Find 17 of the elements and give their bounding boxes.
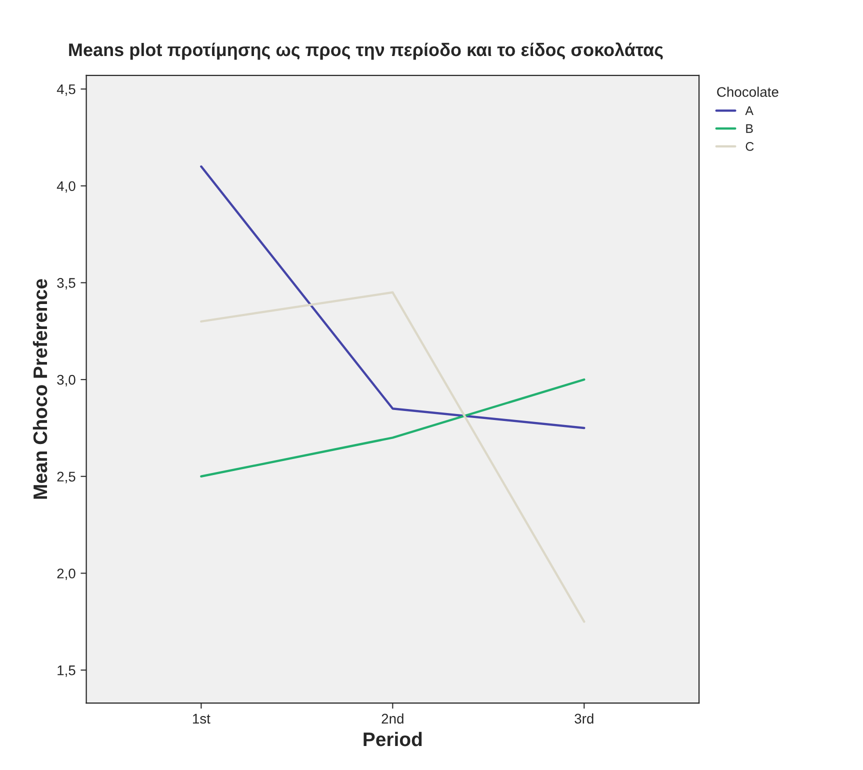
y-tick-label: 4,0: [56, 181, 76, 193]
chart-title: Means plot προτίμησης ως προς την περίοδο και το είδος σοκολάτας: [69, 42, 663, 60]
x-tick-label: 2nd: [382, 713, 404, 724]
y-tick-label: 1,5: [58, 666, 76, 677]
legend-label: C: [746, 142, 754, 151]
y-tick-label: 3,5: [57, 278, 76, 290]
y-tick-label: 4,5: [56, 84, 76, 96]
y-tick-label: 3,0: [57, 374, 76, 386]
y-axis-title: Mean Choco Preference: [32, 279, 48, 499]
legend-title: Chocolate: [717, 86, 778, 97]
x-tick-label: 1st: [192, 714, 210, 724]
y-tick-label: 2,5: [57, 472, 76, 484]
legend-label: A: [745, 106, 754, 115]
legend-label: B: [746, 124, 753, 133]
x-axis-title: Period: [364, 732, 422, 746]
y-tick-label: 2,0: [57, 568, 76, 580]
x-tick-label: 3rd: [574, 713, 594, 724]
